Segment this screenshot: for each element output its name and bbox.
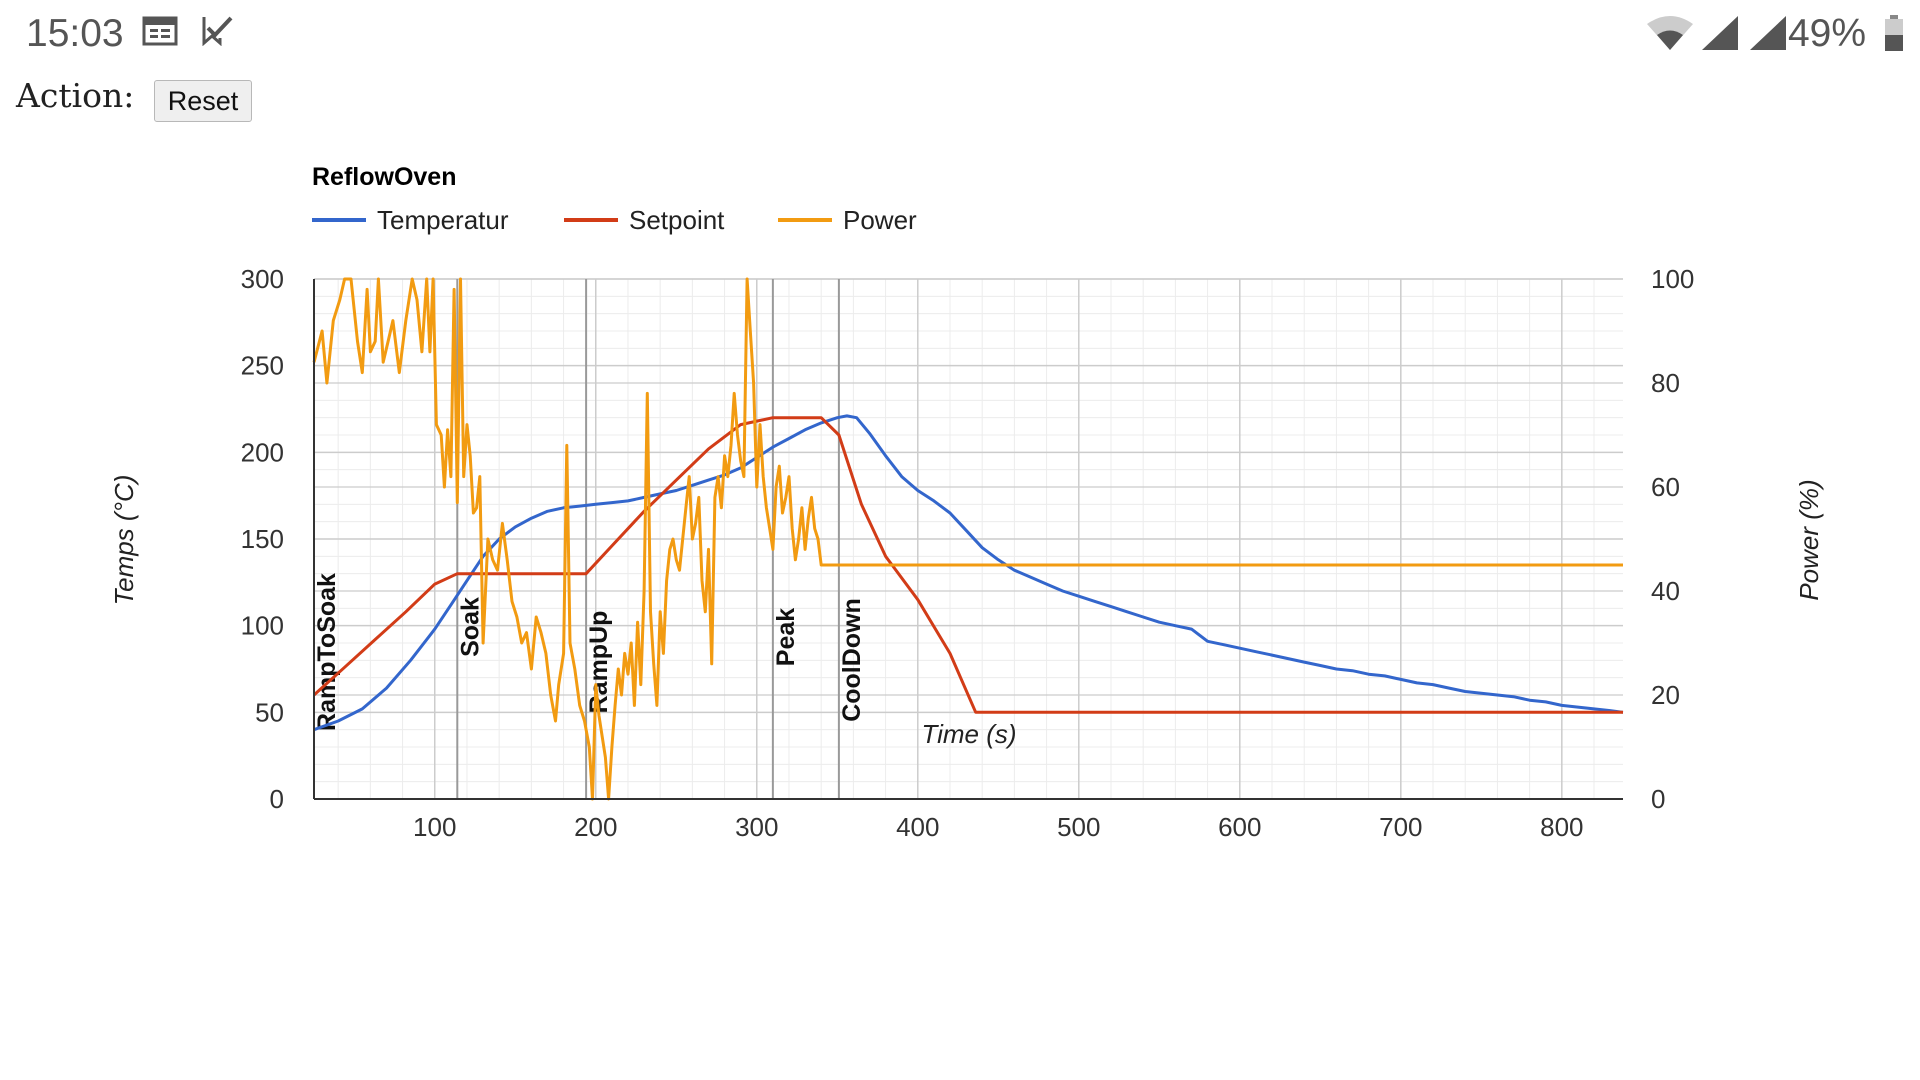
y-tick-label-right: 80	[1651, 368, 1680, 398]
legend-label-power: Power	[843, 205, 917, 235]
phase-label: Peak	[772, 608, 800, 666]
battery-icon	[1884, 14, 1904, 57]
x-tick-label: 400	[896, 812, 939, 842]
y-tick-label-right: 100	[1651, 264, 1694, 294]
signal-icon	[1700, 14, 1740, 57]
chart-container: RampToSoak Soak RampUp Peak CoolDown 100 200 3…	[0, 140, 1920, 940]
y-tick-label-right: 60	[1651, 472, 1680, 502]
reset-button[interactable]: Reset	[154, 80, 252, 122]
action-label: Action:	[16, 76, 135, 115]
y-tick-label-left: 150	[241, 524, 284, 554]
y-axis-right-title: Power (%)	[1794, 479, 1824, 600]
y-tick-label-left: 250	[241, 351, 284, 381]
y-tick-label-left: 0	[270, 784, 284, 814]
y-tick-label-right: 40	[1651, 576, 1680, 606]
phase-label: RampUp	[585, 611, 613, 714]
task-check-icon	[200, 14, 234, 51]
chart-axes: 100 200 300 400 500 600 700 8000501001502002503…	[241, 264, 1695, 842]
phase-label: RampToSoak	[313, 573, 341, 731]
calendar-icon	[142, 14, 178, 51]
x-tick-label: 500	[1057, 812, 1100, 842]
phase-markers: RampToSoak Soak RampUp Peak CoolDown	[313, 279, 866, 799]
y-tick-label-left: 100	[241, 611, 284, 641]
x-tick-label: 200	[574, 812, 617, 842]
x-axis-title: Time (s)	[921, 719, 1016, 749]
y-tick-label-left: 50	[255, 697, 284, 727]
chart-legend: Temperatur Setpoint Power	[312, 205, 917, 235]
y-tick-label-left: 200	[241, 437, 284, 467]
action-row: Action: Reset	[0, 72, 1920, 132]
y-tick-label-right: 0	[1651, 784, 1665, 814]
legend-label-temperatur: Temperatur	[377, 205, 509, 235]
y-axis-left-title: Temps (°C)	[109, 475, 139, 606]
status-time: 15:03	[26, 12, 124, 55]
reflow-chart: RampToSoak Soak RampUp Peak CoolDown 100 200 3…	[109, 163, 1824, 842]
x-tick-label: 700	[1379, 812, 1422, 842]
phase-label: Soak	[456, 597, 484, 657]
x-tick-label: 800	[1540, 812, 1583, 842]
wifi-icon	[1645, 14, 1695, 57]
y-tick-label-right: 20	[1651, 680, 1680, 710]
battery-percent: 49%	[1787, 12, 1866, 55]
y-tick-label-left: 300	[241, 264, 284, 294]
legend-label-setpoint: Setpoint	[629, 205, 725, 235]
phase-label: CoolDown	[838, 598, 866, 722]
series-line-setpoint	[312, 416, 1623, 714]
chart-title: ReflowOven	[312, 163, 456, 191]
x-tick-label: 600	[1218, 812, 1261, 842]
x-tick-label: 100	[413, 812, 456, 842]
signal-icon	[1748, 14, 1788, 57]
status-bar: 15:03 49%	[0, 0, 1920, 64]
x-tick-label: 300	[735, 812, 778, 842]
